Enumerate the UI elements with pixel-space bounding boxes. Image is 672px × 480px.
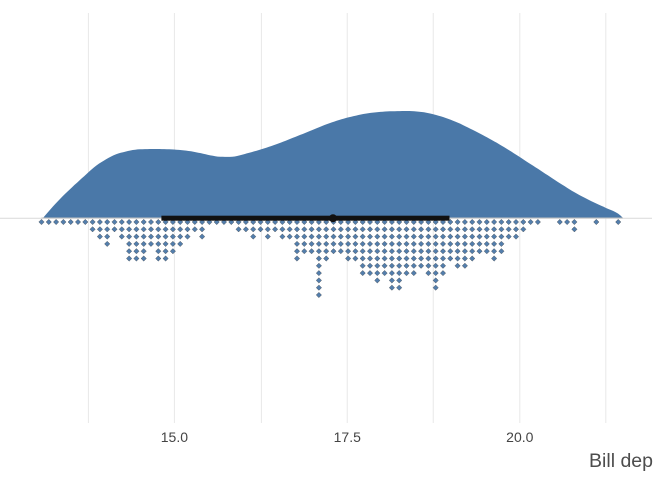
svg-text:20.0: 20.0 [506,429,533,445]
svg-text:15.0: 15.0 [161,429,188,445]
svg-text:Bill dep: Bill dep [589,450,653,472]
svg-text:17.5: 17.5 [334,429,361,445]
